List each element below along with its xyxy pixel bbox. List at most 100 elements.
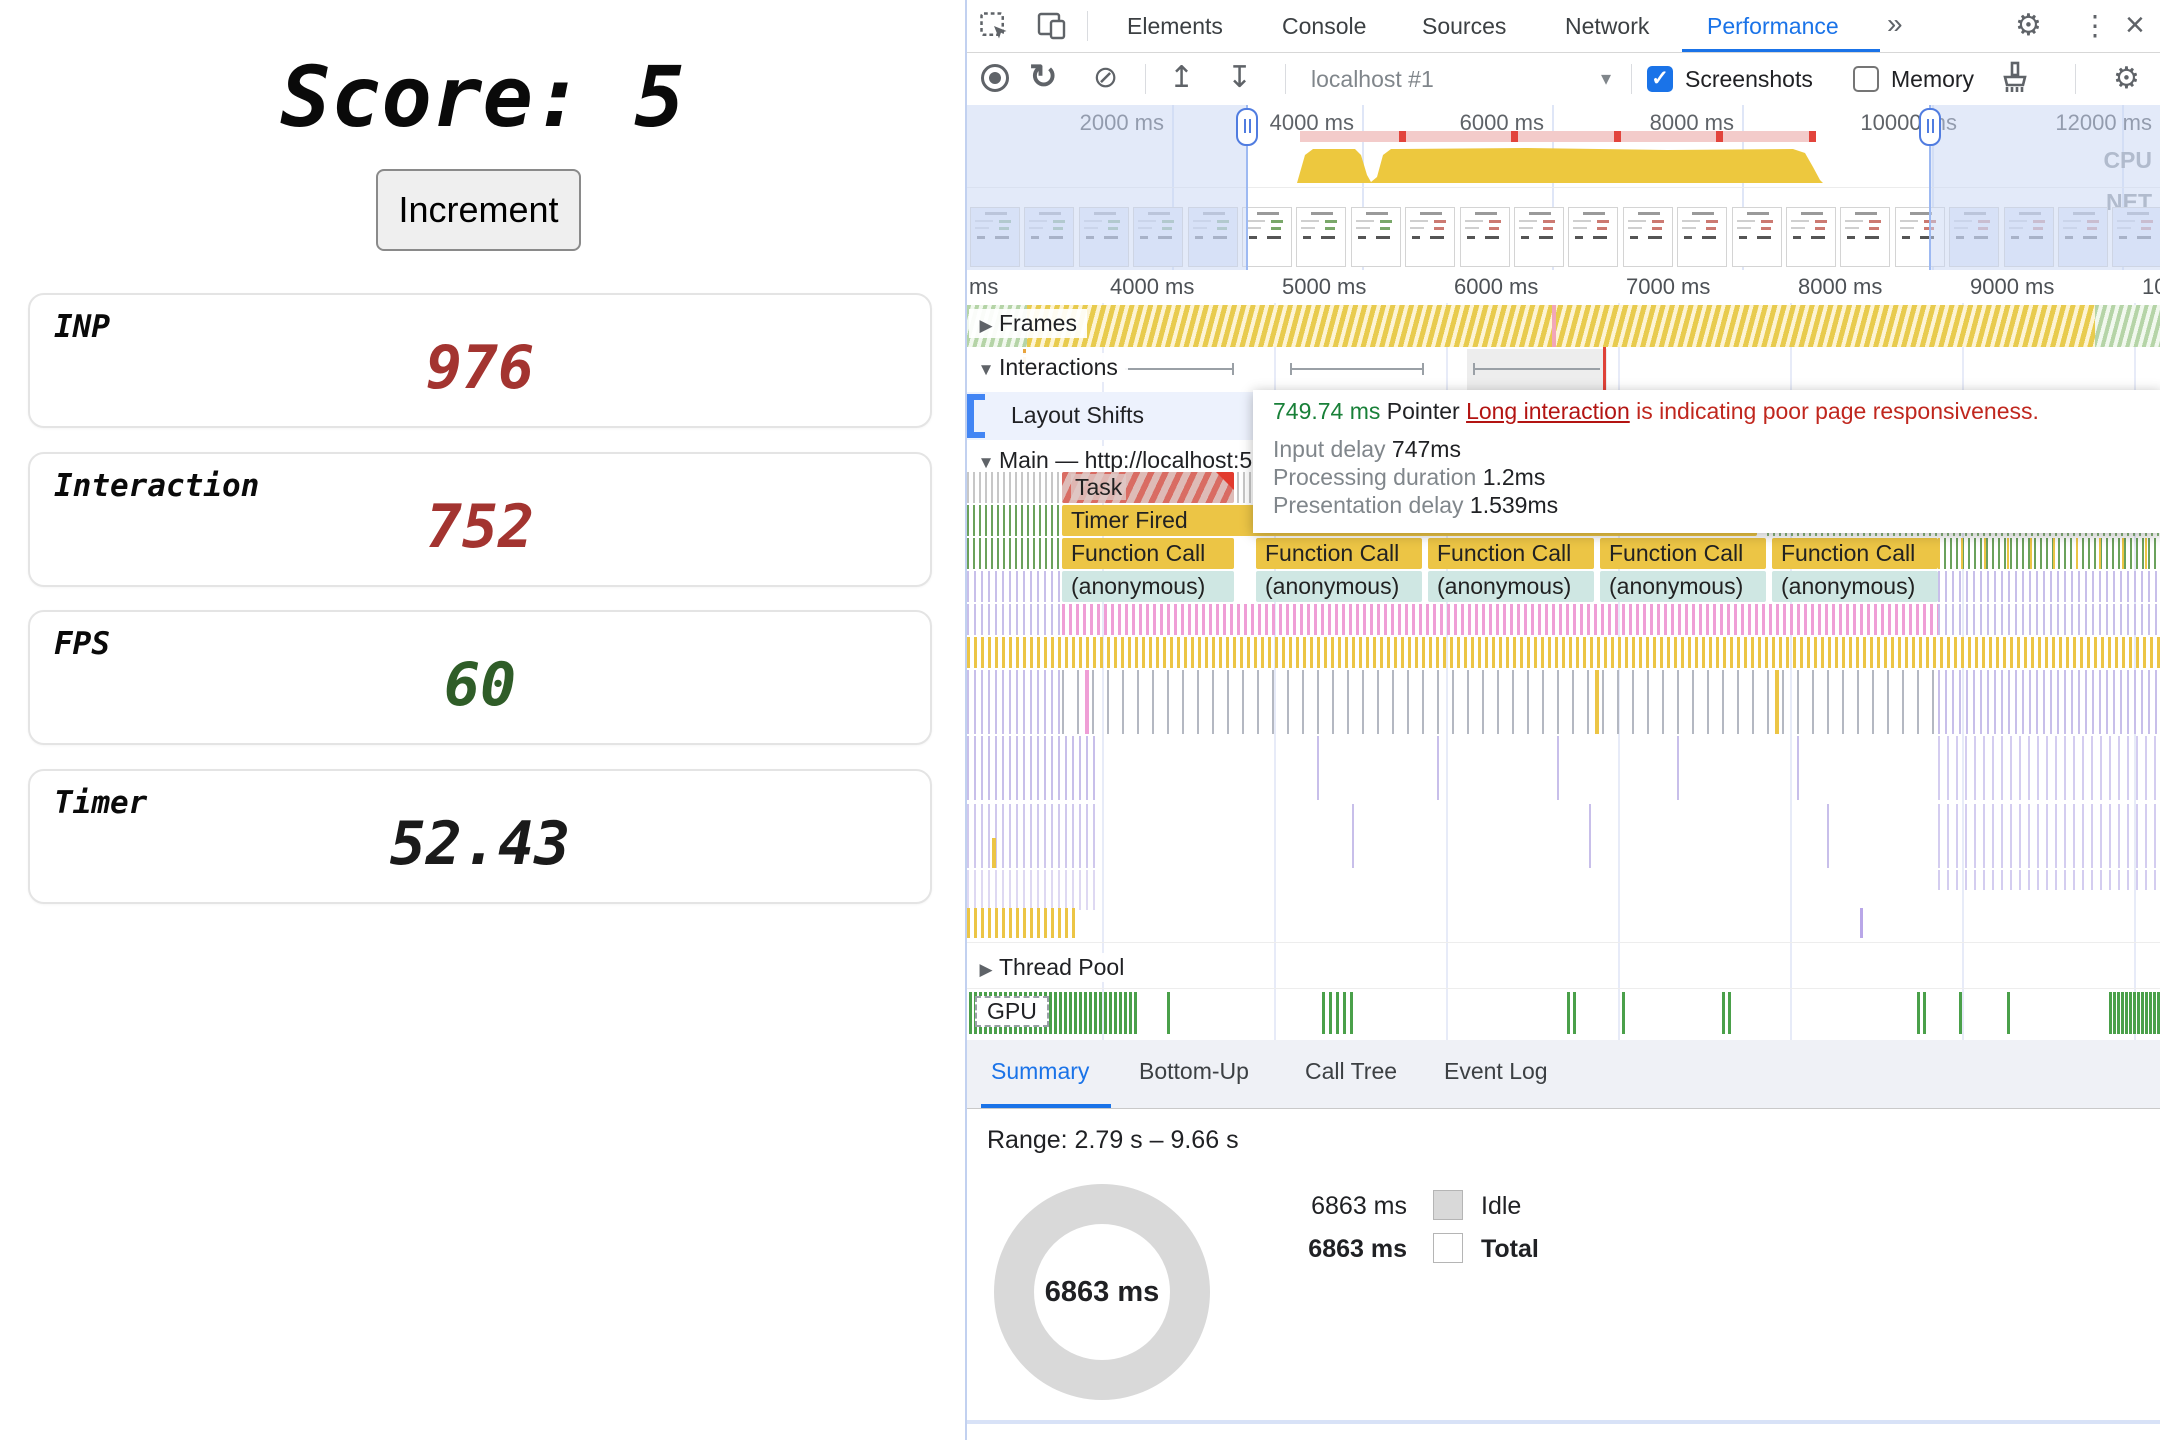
timeline-overview[interactable]: 2000 ms 4000 ms 6000 ms 8000 ms 10000 ms… <box>967 105 2160 271</box>
flame-tick <box>1860 908 1863 938</box>
flame-function-call[interactable]: Function Call <box>1600 538 1766 569</box>
track-thread-pool[interactable]: ▶ Thread Pool <box>969 953 1135 982</box>
flame-strip <box>1938 670 2160 734</box>
filmstrip-frame[interactable] <box>1568 207 1619 267</box>
tab-console[interactable]: Console <box>1282 13 1367 39</box>
flame-anonymous[interactable]: (anonymous) <box>1256 571 1422 602</box>
devtools-panel: Elements Console Sources Network Perform… <box>965 0 2160 1440</box>
expander-icon[interactable]: ▶ <box>979 960 993 979</box>
metric-label: Timer <box>54 785 148 821</box>
ruler-label: 5000 ms <box>1282 274 1367 299</box>
metric-value: 60 <box>443 650 517 720</box>
expander-icon[interactable]: ▼ <box>977 360 995 379</box>
flame-strip <box>1938 538 2160 569</box>
tab-network[interactable]: Network <box>1565 13 1650 39</box>
flame-function-call[interactable]: Function Call <box>1772 538 1938 569</box>
selection-handle-left[interactable] <box>1236 108 1258 146</box>
filmstrip-frame[interactable] <box>1840 207 1891 267</box>
flame-strip <box>967 538 1062 569</box>
device-toolbar-icon[interactable] <box>1037 12 1067 40</box>
metric-value: 752 <box>425 492 535 562</box>
flame-anonymous[interactable]: (anonymous) <box>1600 571 1766 602</box>
track-frames[interactable]: ▶ Frames <box>969 309 1087 338</box>
tab-call-tree[interactable]: Call Tree <box>1305 1058 1398 1084</box>
filmstrip-frame[interactable] <box>1786 207 1836 267</box>
flame-tick <box>1437 736 1439 800</box>
interaction-whisker[interactable] <box>1290 368 1424 370</box>
ruler-label: ms <box>969 274 999 299</box>
tab-bottom-up[interactable]: Bottom-Up <box>1139 1058 1249 1084</box>
selection-handle-right[interactable] <box>1919 108 1941 146</box>
ruler-label: 6000 ms <box>1454 274 1539 299</box>
tab-event-log[interactable]: Event Log <box>1444 1058 1548 1084</box>
track-main[interactable]: ▼ Main — http://localhost:5 <box>969 446 1263 475</box>
chevron-down-icon[interactable]: ▾ <box>1601 68 1612 90</box>
long-task-segment <box>1809 131 1816 142</box>
filmstrip-frame[interactable] <box>1731 207 1782 267</box>
interaction-hover-box <box>1467 349 1607 391</box>
flame-function-call[interactable]: Function Call <box>1428 538 1594 569</box>
flame-function-call[interactable]: Function Call <box>1062 538 1234 569</box>
flame-strip <box>967 505 1062 536</box>
increment-button[interactable]: Increment <box>376 169 581 251</box>
garbage-collect-icon[interactable] <box>1999 61 2031 101</box>
expander-icon[interactable]: ▶ <box>979 316 993 335</box>
flame-strip <box>1938 804 2160 868</box>
capture-settings-gear-icon[interactable]: ⚙ <box>2113 62 2140 95</box>
legend-label: Total <box>1481 1235 1539 1263</box>
cpu-activity-chart <box>1297 148 1823 183</box>
tab-elements[interactable]: Elements <box>1127 13 1223 39</box>
bottom-divider <box>967 1420 2160 1424</box>
flame-strip <box>967 637 2160 668</box>
long-interaction-link[interactable]: Long interaction <box>1466 398 1630 424</box>
screenshots-checkbox[interactable]: ✓ <box>1647 66 1673 92</box>
tab-sources[interactable]: Sources <box>1422 13 1507 39</box>
flame-anonymous[interactable]: (anonymous) <box>1428 571 1594 602</box>
filmstrip-frame[interactable] <box>1459 207 1510 267</box>
flame-task-block[interactable]: Task <box>1062 472 1234 503</box>
frames-strip <box>1027 305 2095 347</box>
track-gpu[interactable]: GPU <box>975 996 1049 1027</box>
metric-value: 52.43 <box>389 809 571 879</box>
download-profile-icon[interactable]: ↧ <box>1227 61 1253 94</box>
filmstrip-frame[interactable] <box>1242 207 1292 267</box>
settings-gear-icon[interactable]: ⚙ <box>2015 9 2042 42</box>
track-interactions[interactable]: ▼ Interactions <box>969 353 1128 382</box>
reload-and-record-icon[interactable]: ↻ <box>1029 58 1058 96</box>
history-select[interactable]: localhost #1 <box>1311 66 1434 92</box>
drawer-tab-bar: Summary Bottom-Up Call Tree Event Log <box>967 1040 2160 1109</box>
tab-summary[interactable]: Summary <box>991 1058 1090 1084</box>
summary-donut-chart: 6863 ms <box>994 1184 1210 1400</box>
long-task-bar <box>1300 131 1816 142</box>
filmstrip-frame[interactable] <box>1296 207 1347 267</box>
legend-value: 6863 ms <box>1311 1192 1407 1220</box>
upload-profile-icon[interactable]: ↥ <box>1169 61 1195 94</box>
interaction-whisker[interactable] <box>1125 368 1234 370</box>
flame-anonymous[interactable]: (anonymous) <box>1772 571 1938 602</box>
flame-strip <box>967 908 1077 938</box>
kebab-menu-icon[interactable]: ⋮ <box>2081 10 2109 41</box>
legend-swatch-total <box>1433 1233 1463 1263</box>
filmstrip-frame[interactable] <box>1622 207 1673 267</box>
flame-tick <box>1085 670 1089 734</box>
tab-performance[interactable]: Performance <box>1707 13 1839 39</box>
memory-checkbox[interactable] <box>1853 66 1879 92</box>
filmstrip-frame[interactable] <box>1514 207 1564 267</box>
inspect-element-icon[interactable] <box>979 11 1009 47</box>
more-tabs-icon[interactable]: » <box>1887 8 1903 39</box>
filmstrip-frame[interactable] <box>1350 207 1401 267</box>
record-icon[interactable] <box>981 64 1009 92</box>
close-devtools-icon[interactable]: × <box>2125 6 2145 44</box>
flame-strip <box>967 804 1097 868</box>
flame-function-call[interactable]: Function Call <box>1256 538 1422 569</box>
filmstrip-frame[interactable] <box>1677 207 1728 267</box>
clear-recording-icon[interactable]: ⊘ <box>1093 61 1119 94</box>
flame-anonymous[interactable]: (anonymous) <box>1062 571 1234 602</box>
expander-icon[interactable]: ▼ <box>977 453 995 472</box>
track-layout-shifts: Layout Shifts <box>1011 402 1144 428</box>
whisker-cap <box>1290 363 1292 375</box>
tooltip-headline: 749.74 ms Pointer Long interaction is in… <box>1273 398 2039 425</box>
interaction-whisker[interactable] <box>1473 368 1600 370</box>
filmstrip-frame[interactable] <box>1405 207 1456 267</box>
